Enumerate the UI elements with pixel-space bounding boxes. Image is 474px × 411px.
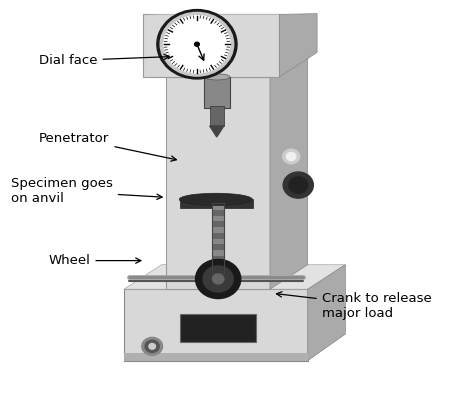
Text: Wheel: Wheel (48, 254, 141, 267)
FancyBboxPatch shape (181, 314, 256, 342)
Circle shape (142, 337, 163, 356)
FancyBboxPatch shape (212, 267, 224, 273)
FancyBboxPatch shape (212, 222, 224, 227)
FancyBboxPatch shape (212, 227, 224, 233)
FancyBboxPatch shape (124, 289, 308, 360)
Circle shape (283, 149, 300, 164)
Circle shape (160, 12, 234, 76)
Circle shape (145, 340, 159, 353)
Circle shape (164, 16, 230, 73)
FancyBboxPatch shape (143, 14, 279, 77)
Text: Crank to release
major load: Crank to release major load (276, 291, 431, 319)
Circle shape (196, 259, 241, 298)
Polygon shape (279, 14, 317, 77)
Polygon shape (270, 53, 308, 289)
Ellipse shape (204, 74, 230, 80)
FancyBboxPatch shape (212, 261, 224, 267)
Text: Specimen goes
on anvil: Specimen goes on anvil (11, 177, 162, 205)
FancyBboxPatch shape (180, 199, 253, 208)
Circle shape (289, 177, 308, 193)
Circle shape (195, 42, 199, 46)
FancyBboxPatch shape (212, 244, 224, 250)
Circle shape (149, 344, 155, 349)
Ellipse shape (179, 193, 252, 206)
Polygon shape (124, 265, 346, 289)
Circle shape (212, 274, 224, 284)
FancyBboxPatch shape (204, 77, 230, 108)
FancyBboxPatch shape (166, 77, 270, 289)
FancyBboxPatch shape (212, 216, 224, 222)
Text: Dial face: Dial face (39, 54, 169, 67)
FancyBboxPatch shape (212, 204, 224, 210)
Text: Penetrator: Penetrator (39, 132, 176, 161)
Circle shape (283, 172, 313, 198)
FancyBboxPatch shape (212, 238, 224, 244)
FancyBboxPatch shape (212, 250, 224, 256)
Circle shape (203, 266, 233, 292)
FancyBboxPatch shape (212, 199, 224, 204)
FancyBboxPatch shape (212, 210, 224, 216)
Circle shape (286, 152, 296, 161)
Circle shape (157, 9, 237, 79)
FancyBboxPatch shape (212, 256, 224, 261)
Polygon shape (308, 265, 346, 360)
Polygon shape (210, 126, 224, 137)
FancyBboxPatch shape (210, 106, 224, 126)
FancyBboxPatch shape (212, 233, 224, 238)
FancyBboxPatch shape (124, 353, 308, 360)
